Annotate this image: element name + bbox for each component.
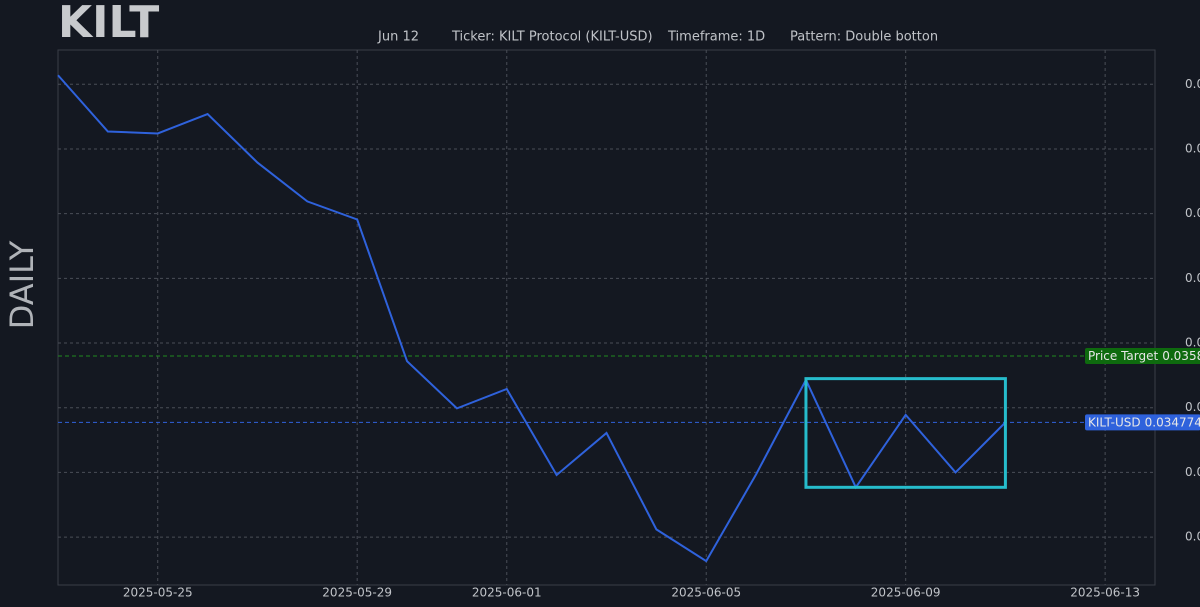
header-item: Timeframe: 1D [667, 30, 765, 45]
y-tick-label: 0.038 [1185, 206, 1200, 220]
y-tick-label: 0.036 [1185, 336, 1200, 350]
side-label: DAILY [3, 240, 41, 329]
x-tick-label: 2025-05-29 [322, 586, 392, 600]
x-tick-label: 2025-06-09 [871, 586, 941, 600]
plot-frame [57, 49, 1156, 586]
x-tick-label: 2025-06-05 [671, 586, 741, 600]
y-tick-label: 0.039 [1185, 141, 1200, 155]
chart-title: KILT [58, 0, 159, 48]
level-name: KILT-USD [1088, 415, 1141, 429]
x-tick-label: 2025-06-01 [472, 586, 542, 600]
y-tick-label: 0.037 [1185, 271, 1200, 285]
y-tick-label: 0.033 [1185, 530, 1200, 544]
x-tick-label: 2025-06-13 [1070, 586, 1140, 600]
header-item: Jun 12 [377, 30, 419, 45]
y-tick-label: 0.035 [1185, 400, 1200, 414]
y-tick-label: 0.040 [1185, 77, 1200, 91]
level-label-bg [1085, 347, 1200, 364]
header-item: Pattern: Double botton [790, 30, 938, 45]
level-value: 0.034774 [1145, 415, 1200, 429]
level-label: KILT-USD 0.034774 [1085, 414, 1200, 431]
pattern-box [804, 377, 1007, 489]
level-label-bg [1085, 414, 1200, 431]
header-item: Ticker: KILT Protocol (KILT-USD) [451, 30, 653, 45]
level-value: 0.0358 [1162, 348, 1200, 362]
header: Jun 12 Ticker: KILT Protocol (KILT-USD) … [377, 30, 938, 45]
y-tick-label: 0.034 [1185, 465, 1200, 479]
level-label-text: KILT-USD 0.034774 [1088, 415, 1200, 429]
price-line [57, 74, 1007, 563]
x-tick-label: 2025-05-25 [123, 586, 193, 600]
level-name: Price Target [1088, 348, 1159, 362]
